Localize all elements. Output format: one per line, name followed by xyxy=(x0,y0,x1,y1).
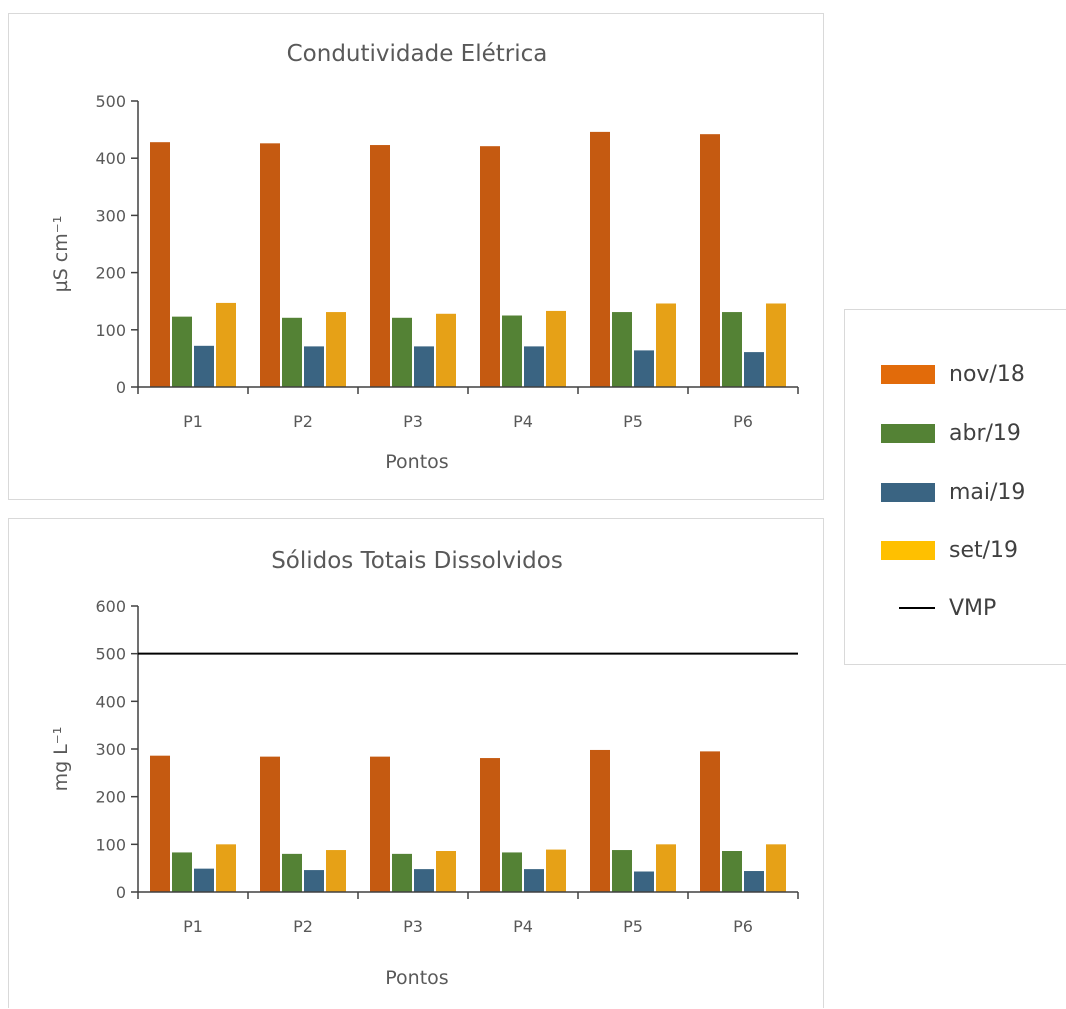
bar-nov18-p4 xyxy=(480,758,500,892)
bar-mai19-p1 xyxy=(194,345,214,387)
y-tick-label: 100 xyxy=(95,321,126,340)
bar-nov18-p5 xyxy=(590,749,610,892)
legend-item-mai19: mai/19 xyxy=(881,477,1025,507)
bar-mai19-p3 xyxy=(414,346,434,387)
chart-conductivity-svg: Condutividade Elétrica Pontos µS cm⁻¹ 0 1… xyxy=(50,41,799,473)
bar-mai19-p6 xyxy=(744,352,764,387)
bar-nov18-p3 xyxy=(370,756,390,892)
x-tick-label: P3 xyxy=(403,412,423,431)
legend-line xyxy=(899,607,935,609)
x-tick-label: P5 xyxy=(623,917,643,936)
chart-dissolved-solids-svg: Sólidos Totais Dissolvidos Pontos mg L⁻¹… xyxy=(50,548,799,989)
bar-abr19-p4 xyxy=(502,852,522,892)
bar-set19-p2 xyxy=(326,850,346,892)
bar-abr19-p2 xyxy=(282,853,302,892)
chart-title: Condutividade Elétrica xyxy=(287,41,548,67)
bar-mai19-p4 xyxy=(524,346,544,387)
x-tick-label: P1 xyxy=(183,412,203,431)
y-tick-label: 0 xyxy=(116,883,126,902)
bar-set19-p1 xyxy=(216,302,236,387)
chart-title: Sólidos Totais Dissolvidos xyxy=(271,548,563,574)
bar-mai19-p5 xyxy=(634,350,654,387)
x-axis-title: Pontos xyxy=(385,451,448,473)
y-tick-label: 100 xyxy=(95,835,126,854)
bar-nov18-p2 xyxy=(260,143,280,387)
chart-dissolved-solids: Sólidos Totais Dissolvidos Pontos mg L⁻¹… xyxy=(8,518,824,1008)
y-tick-label: 600 xyxy=(95,597,126,616)
y-tick-label: 0 xyxy=(116,378,126,397)
bar-abr19-p1 xyxy=(172,316,192,387)
bar-set19-p5 xyxy=(656,844,676,892)
x-axis-title: Pontos xyxy=(385,967,448,989)
bar-nov18-p1 xyxy=(150,142,170,387)
legend-swatch xyxy=(881,482,935,502)
bar-set19-p1 xyxy=(216,844,236,892)
y-tick-label: 300 xyxy=(95,740,126,759)
legend-swatch xyxy=(881,423,935,443)
y-axis-title: µS cm⁻¹ xyxy=(50,216,72,293)
legend-item-abr19: abr/19 xyxy=(881,418,1021,448)
bar-set19-p6 xyxy=(766,844,786,892)
bar-set19-p4 xyxy=(546,310,566,387)
chart-conductivity: Condutividade Elétrica Pontos µS cm⁻¹ 0 1… xyxy=(8,13,824,500)
legend-swatch xyxy=(881,364,935,384)
x-tick-label: P3 xyxy=(403,917,423,936)
legend-item-nov18: nov/18 xyxy=(881,359,1025,389)
bar-mai19-p4 xyxy=(524,869,544,892)
legend-item-vmp: VMP xyxy=(881,593,996,623)
y-tick-label: 400 xyxy=(95,149,126,168)
y-tick-label: 200 xyxy=(95,264,126,283)
y-tick-label: 400 xyxy=(95,692,126,711)
legend-label: mai/19 xyxy=(949,479,1026,505)
legend-label: set/19 xyxy=(949,537,1019,563)
x-tick-label: P4 xyxy=(513,412,533,431)
bar-nov18-p1 xyxy=(150,755,170,892)
y-tick-label: 200 xyxy=(95,788,126,807)
bar-abr19-p4 xyxy=(502,315,522,387)
bar-nov18-p6 xyxy=(700,134,720,387)
bar-set19-p3 xyxy=(436,313,456,387)
x-tick-label: P6 xyxy=(733,412,753,431)
bar-abr19-p1 xyxy=(172,852,192,892)
legend-label: nov/18 xyxy=(949,361,1025,387)
x-tick-label: P4 xyxy=(513,917,533,936)
bar-nov18-p3 xyxy=(370,145,390,387)
bar-set19-p6 xyxy=(766,303,786,387)
bar-nov18-p2 xyxy=(260,756,280,892)
bar-abr19-p3 xyxy=(392,853,412,892)
bar-nov18-p6 xyxy=(700,751,720,892)
x-tick-label: P6 xyxy=(733,917,753,936)
bar-abr19-p5 xyxy=(612,312,632,387)
bar-mai19-p2 xyxy=(304,870,324,892)
x-tick-label: P2 xyxy=(293,412,313,431)
bar-set19-p2 xyxy=(326,312,346,387)
bar-abr19-p3 xyxy=(392,317,412,387)
bar-mai19-p6 xyxy=(744,871,764,892)
legend-item-set19: set/19 xyxy=(881,535,1018,565)
bar-set19-p4 xyxy=(546,849,566,892)
bar-abr19-p6 xyxy=(722,312,742,387)
bar-abr19-p6 xyxy=(722,851,742,892)
x-tick-label: P1 xyxy=(183,917,203,936)
bar-set19-p3 xyxy=(436,851,456,892)
bar-mai19-p1 xyxy=(194,868,214,892)
y-tick-label: 300 xyxy=(95,206,126,225)
bar-abr19-p5 xyxy=(612,850,632,892)
legend-label: abr/19 xyxy=(949,420,1021,446)
bar-nov18-p5 xyxy=(590,131,610,387)
bar-abr19-p2 xyxy=(282,317,302,387)
x-tick-label: P2 xyxy=(293,917,313,936)
y-tick-label: 500 xyxy=(95,92,126,111)
bar-mai19-p3 xyxy=(414,869,434,892)
bar-mai19-p5 xyxy=(634,871,654,892)
y-axis-title: mg L⁻¹ xyxy=(50,727,72,792)
bar-mai19-p2 xyxy=(304,346,324,387)
bar-set19-p5 xyxy=(656,303,676,387)
x-tick-label: P5 xyxy=(623,412,643,431)
y-tick-label: 500 xyxy=(95,645,126,664)
bar-nov18-p4 xyxy=(480,146,500,387)
chart-legend: nov/18 abr/19 mai/19 set/19 VMP xyxy=(844,309,1066,665)
legend-label: VMP xyxy=(949,595,997,621)
legend-swatch xyxy=(881,540,935,560)
